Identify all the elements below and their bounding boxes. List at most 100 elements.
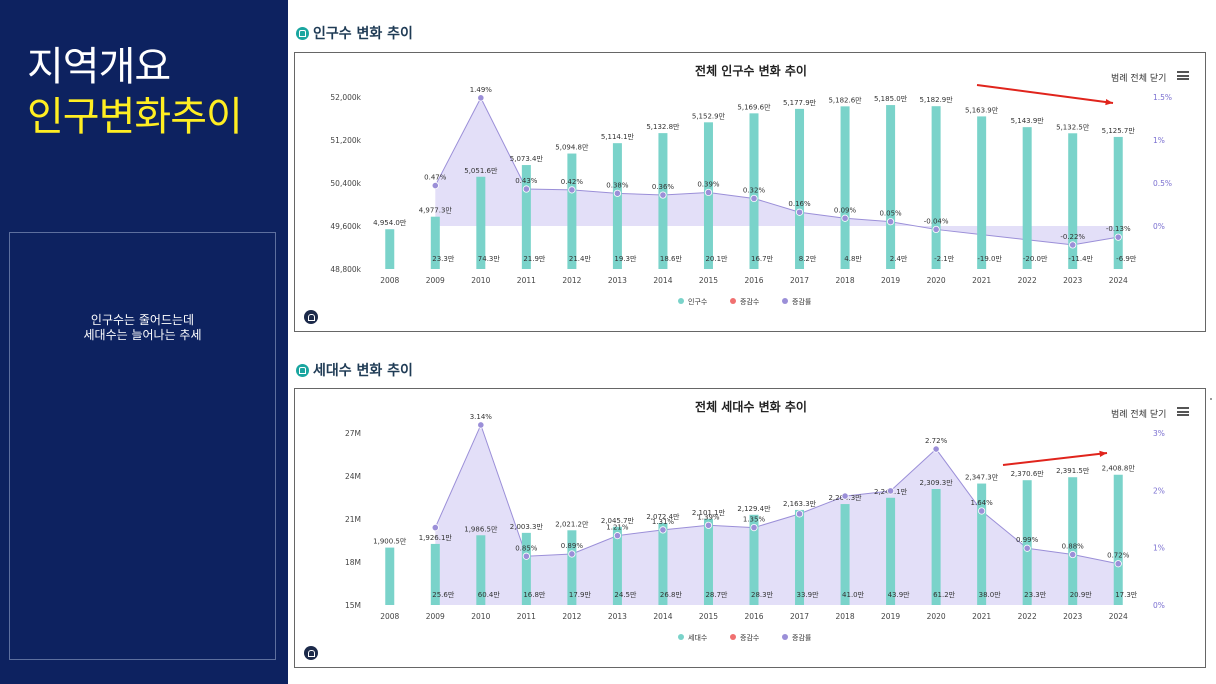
bar-label: 4,977.3만 (419, 206, 453, 215)
bar (476, 176, 486, 269)
rate-point (1069, 241, 1077, 249)
legend-label: 세대수 (688, 633, 708, 642)
bar (1068, 477, 1078, 605)
diff-label: 4.8만 (844, 254, 862, 263)
rate-point (431, 181, 439, 190)
rate-area (435, 97, 1119, 245)
bar-label: 1,986.5만 (464, 524, 498, 533)
rate-label: 0.88% (1062, 543, 1085, 551)
x-tick-label: 2008 (380, 612, 399, 621)
bar-label: 2,391.5만 (1056, 466, 1090, 475)
diff-label: 60.4만 (478, 590, 501, 599)
x-tick-label: 2014 (653, 276, 672, 285)
bar (521, 165, 531, 269)
slide-subtitle: 인구변화추이 (27, 94, 243, 140)
diff-label: 38.0만 (979, 590, 1002, 599)
x-tick-label: 2022 (1018, 276, 1037, 285)
rate-label: -0.04% (924, 217, 949, 225)
rate-point (841, 214, 849, 222)
bar-label: 2,101.1만 (692, 508, 726, 517)
chart-svg: 전체 인구수 변화 추이 52,000k 51,200k 50,400k 49,600k… (330, 63, 1172, 306)
rate-label: 1.64% (971, 499, 994, 507)
legend-label: 증감률 (792, 634, 812, 642)
rate-point (477, 94, 485, 102)
y-tick-label: 50,400k (330, 179, 361, 188)
rate-point (431, 524, 439, 532)
rate-point (659, 191, 667, 199)
bar-label: 4,954.0만 (373, 218, 407, 227)
slide-sidebar: 지역개요 인구변화추이 인구수는 줄어드는데 세대수는 늘어나는 추세 (0, 0, 288, 684)
households-chart-panel: 전체 세대수 변화 추이 27M 24M 21M 18M 15M 3% 2% 1% 0% 1,900… (294, 388, 1206, 668)
y2-tick-label: 1% (1153, 136, 1165, 145)
x-tick-label: 2011 (517, 612, 536, 621)
bar (476, 535, 486, 605)
diff-label: 16.7만 (751, 254, 774, 263)
bar-label: 2,003.3만 (510, 522, 544, 531)
bar (385, 547, 395, 605)
section-heading-label: 세대수 변화 추이 (313, 363, 413, 379)
logo-icon (304, 310, 318, 324)
y2-tick-label: 2% (1153, 486, 1165, 495)
rate-label: 3.14% (470, 413, 493, 421)
y2-tick-label: 0% (1153, 222, 1165, 231)
rate-point (568, 186, 576, 194)
chart-title: 전체 인구수 변화 추이 (695, 63, 807, 78)
bar (749, 514, 759, 605)
diff-label: 28.3만 (751, 590, 774, 599)
x-tick-label: 2021 (972, 276, 991, 285)
diff-label: 16.8만 (523, 590, 546, 599)
rate-point (795, 510, 804, 518)
legend-toggle-button[interactable]: 범례 전체 닫기 (1111, 410, 1167, 420)
rate-label: 2.72% (925, 437, 948, 445)
rate-label: 1.49% (470, 86, 493, 94)
legend-marker (730, 298, 736, 304)
legend-label: 증감수 (740, 298, 760, 306)
section-heading-label: 인구수 변화 추이 (313, 26, 413, 42)
x-tick-label: 2017 (790, 612, 809, 621)
x-tick-label: 2020 (927, 276, 946, 285)
stray-dot (1210, 398, 1212, 400)
diff-label: 25.6만 (432, 590, 455, 599)
x-tick-label: 2014 (653, 612, 672, 621)
rate-label: 1.21% (606, 524, 629, 532)
bar-label: 5,152.9만 (692, 111, 726, 120)
rate-point (932, 225, 940, 234)
rate-point (613, 532, 622, 540)
bar-label: 2,163.3만 (783, 499, 817, 508)
rate-label: 1.35% (743, 516, 766, 524)
bar-label: 5,094.8만 (555, 143, 589, 152)
bar-label: 5,185.0만 (874, 94, 908, 103)
y2-tick-label: 3% (1153, 429, 1165, 438)
x-tick-label: 2024 (1109, 276, 1128, 285)
home-icon (296, 363, 309, 377)
diff-label: 17.3만 (1115, 590, 1138, 599)
rate-label: -0.22% (1060, 233, 1085, 241)
legend-marker (782, 634, 788, 640)
bar (430, 216, 440, 269)
legend-toggle-button[interactable]: 범례 전체 닫기 (1111, 74, 1167, 84)
bar-label: 2,309.3만 (920, 478, 954, 487)
bar (521, 532, 531, 605)
x-tick-label: 2018 (836, 612, 855, 621)
rate-point (613, 189, 622, 197)
note-line: 인구수는 줄어드는데 (90, 313, 195, 327)
y-tick-label: 21M (345, 515, 361, 524)
bar-label: 5,125.7만 (1102, 126, 1136, 135)
rate-point (886, 487, 895, 495)
rate-point (750, 524, 758, 532)
bar (1022, 480, 1032, 605)
chart-title: 전체 세대수 변화 추이 (695, 399, 807, 414)
bar-label: 1,926.1만 (419, 533, 453, 542)
x-tick-label: 2016 (744, 612, 763, 621)
bar (567, 153, 577, 269)
menu-icon[interactable] (1177, 407, 1189, 416)
bar (840, 106, 850, 269)
y-tick-label: 51,200k (330, 136, 361, 145)
diff-label: 21.4만 (569, 254, 592, 263)
rate-point (978, 507, 986, 515)
rate-area (435, 424, 1119, 605)
bar (567, 530, 577, 605)
bar-label: 2,129.4만 (737, 504, 771, 513)
x-tick-label: 2015 (699, 276, 718, 285)
menu-icon[interactable] (1177, 71, 1189, 80)
